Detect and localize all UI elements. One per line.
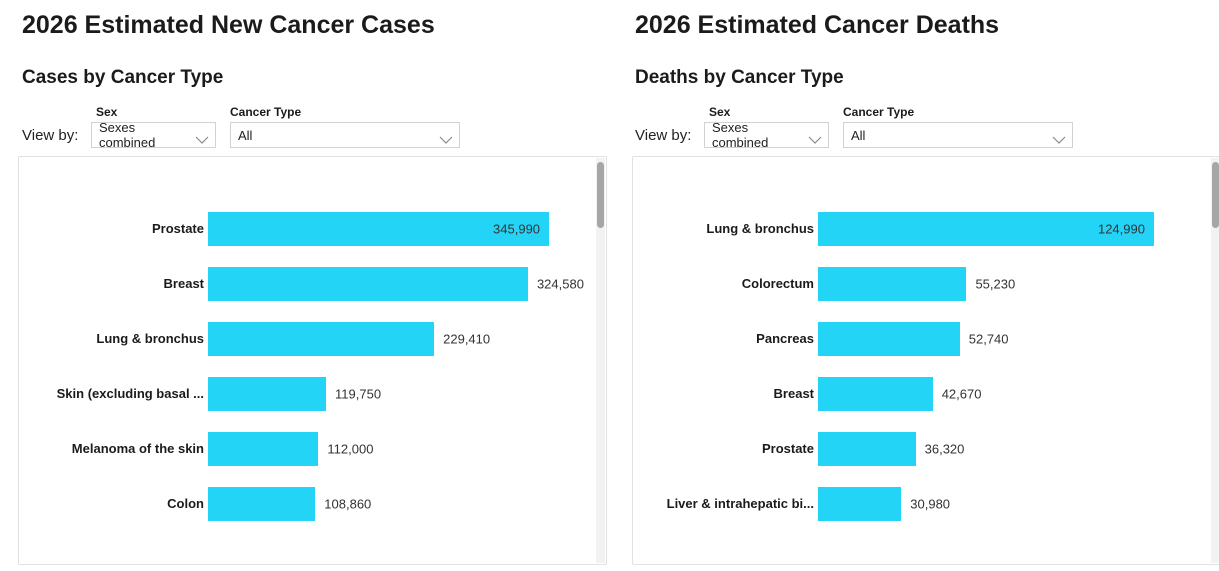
value-label: 112,000	[327, 441, 374, 456]
sex-select[interactable]: Sexes combined	[91, 120, 216, 150]
category-label: Prostate	[761, 441, 814, 456]
cases-bar-chart: Prostate 345,990 Breast 324,580 Lung & b…	[18, 156, 607, 565]
bar-row: Colon 108,860	[19, 476, 594, 531]
value-label: 108,860	[324, 496, 372, 511]
deaths-bar-chart: Lung & bronchus 124,990 Colorectum 55,23…	[632, 156, 1219, 565]
cancer-type-select[interactable]: All	[843, 122, 1073, 148]
bar-track: 112,000	[208, 431, 553, 466]
sex-select[interactable]: Sexes combined	[704, 120, 829, 150]
bar-track: 42,670	[818, 376, 1154, 411]
cancer-type-select-value: All	[851, 127, 866, 143]
sex-select-value: Sexes combined	[712, 120, 769, 150]
bar-row: Skin (excluding basal ... 119,750	[19, 366, 594, 421]
scrollbar[interactable]	[596, 158, 605, 563]
bar[interactable]: 124,990	[818, 211, 1154, 246]
chevron-down-icon	[439, 132, 453, 147]
bar[interactable]: 112,000	[208, 431, 373, 466]
category-label: Pancreas	[756, 331, 814, 346]
bar-row: Prostate 345,990	[19, 201, 594, 256]
bar-track: 30,980	[818, 486, 1154, 521]
bar[interactable]: 229,410	[208, 321, 490, 356]
scrollbar-thumb[interactable]	[597, 162, 604, 228]
bar-row: Lung & bronchus 124,990	[633, 201, 1219, 256]
bar-row: Pancreas 52,740	[633, 311, 1219, 366]
category-label: Breast	[773, 386, 814, 401]
value-label: 36,320	[924, 441, 965, 456]
bar-rows: Prostate 345,990 Breast 324,580 Lung & b…	[19, 201, 594, 531]
bar-row: Liver & intrahepatic bi... 30,980	[633, 476, 1219, 531]
bar[interactable]: 345,990	[208, 211, 550, 246]
value-label: 55,230	[975, 276, 1016, 291]
chevron-down-icon	[195, 132, 209, 147]
page-title-new-cases: 2026 Estimated New Cancer Cases	[22, 11, 435, 39]
bar[interactable]: 52,740	[818, 321, 1009, 356]
bar[interactable]: 30,980	[818, 486, 950, 521]
sex-dropdown-label: Sex	[709, 105, 731, 119]
category-label: Prostate	[151, 221, 204, 236]
bar-row: Breast 324,580	[19, 256, 594, 311]
category-label: Lung & bronchus	[96, 331, 204, 346]
value-label: 229,410	[443, 331, 491, 346]
bar-track: 108,860	[208, 486, 553, 521]
bar-track: 55,230	[818, 266, 1154, 301]
bar[interactable]: 119,750	[208, 376, 381, 411]
chart-title-deaths-by-type: Deaths by Cancer Type	[635, 67, 844, 88]
bar[interactable]: 55,230	[818, 266, 1015, 301]
bar-row: Colorectum 55,230	[633, 256, 1219, 311]
deaths-panel: 2026 Estimated Cancer Deaths Deaths by C…	[613, 0, 1219, 571]
value-label: 42,670	[941, 386, 982, 401]
view-by-label: View by:	[22, 127, 79, 144]
sex-select-value: Sexes combined	[99, 120, 156, 150]
cancer-type-dropdown-label: Cancer Type	[843, 105, 915, 119]
bar-row: Breast 42,670	[633, 366, 1219, 421]
chevron-down-icon	[1052, 132, 1066, 147]
bar-row: Melanoma of the skin 112,000	[19, 421, 594, 476]
bar-track: 52,740	[818, 321, 1154, 356]
bar[interactable]: 324,580	[208, 266, 584, 301]
category-label: Colon	[167, 496, 204, 511]
category-label: Colorectum	[741, 276, 814, 291]
chart-title-cases-by-type: Cases by Cancer Type	[22, 67, 224, 88]
bar[interactable]: 36,320	[818, 431, 964, 466]
scrollbar[interactable]	[1211, 158, 1219, 563]
view-by-label: View by:	[635, 127, 692, 144]
sex-dropdown-label: Sex	[96, 105, 118, 119]
bar-track: 229,410	[208, 321, 553, 356]
page-title-deaths: 2026 Estimated Cancer Deaths	[635, 11, 1000, 39]
cancer-type-select[interactable]: All	[230, 122, 460, 148]
value-label: 345,990	[493, 221, 541, 236]
value-label: 52,740	[968, 331, 1009, 346]
value-label: 124,990	[1097, 221, 1145, 236]
bar-track: 119,750	[208, 376, 553, 411]
category-label: Lung & bronchus	[706, 221, 814, 236]
category-label: Liver & intrahepatic bi...	[666, 496, 814, 511]
category-label: Skin (excluding basal ...	[56, 386, 204, 401]
cancer-type-dropdown-label: Cancer Type	[230, 105, 302, 119]
bar[interactable]: 108,860	[208, 486, 371, 521]
bar-track: 345,990	[208, 211, 553, 246]
bar[interactable]: 42,670	[818, 376, 981, 411]
bar-row: Prostate 36,320	[633, 421, 1219, 476]
bar-rows: Lung & bronchus 124,990 Colorectum 55,23…	[633, 201, 1219, 531]
value-label: 30,980	[910, 496, 951, 511]
bar-track: 36,320	[818, 431, 1154, 466]
scrollbar-thumb[interactable]	[1212, 162, 1219, 228]
category-label: Breast	[163, 276, 204, 291]
bar-track: 324,580	[208, 266, 584, 301]
bar-track: 124,990	[818, 211, 1154, 246]
value-label: 119,750	[335, 386, 382, 401]
category-label: Melanoma of the skin	[71, 441, 204, 456]
value-label: 324,580	[536, 276, 584, 291]
new-cases-panel: 2026 Estimated New Cancer Cases Cases by…	[18, 11, 607, 565]
chevron-down-icon	[808, 132, 822, 147]
cancer-type-select-value: All	[238, 127, 253, 143]
bar-row: Lung & bronchus 229,410	[19, 311, 594, 366]
